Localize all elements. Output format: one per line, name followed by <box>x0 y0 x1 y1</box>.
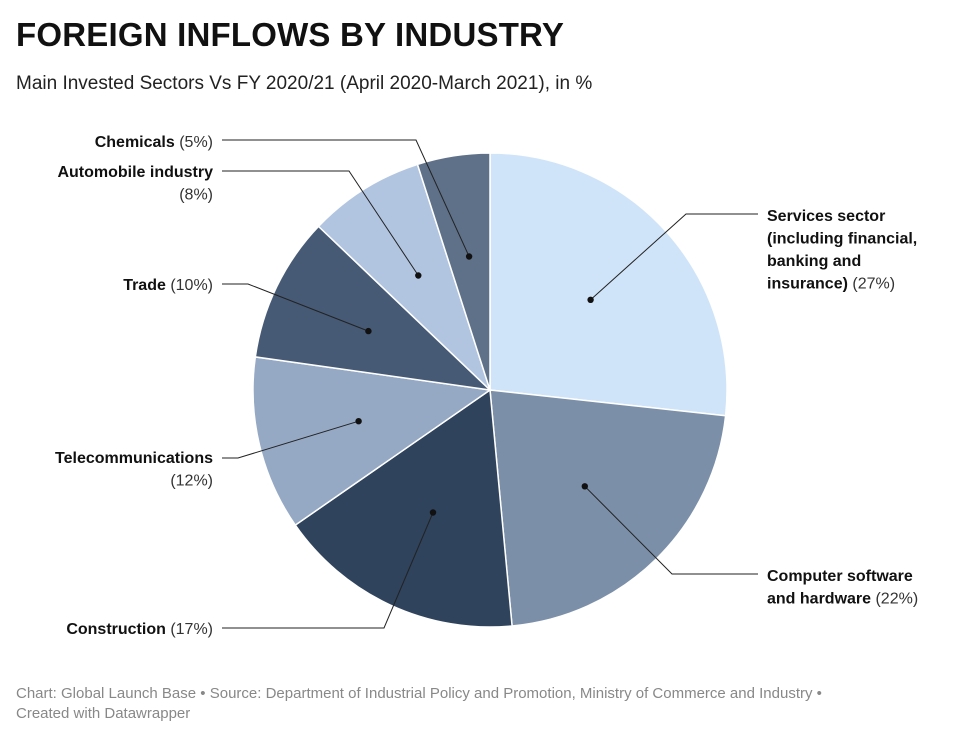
pie-slice-trade <box>254 225 493 392</box>
slice-label-chemicals: Chemicals (5%) <box>95 134 213 151</box>
pie-slice-services-sector-including-financial-banking-and-insurance <box>489 152 728 417</box>
leader-line-automobile-industry <box>222 170 419 276</box>
label-leaders <box>222 139 758 629</box>
leader-dot-telecommunications <box>355 418 362 425</box>
slice-label-telecommunications: Telecommunications (12%) <box>55 450 213 490</box>
pie-slice-chemicals <box>416 152 491 391</box>
pie-slice-construction <box>294 388 513 628</box>
slice-label-construction: Construction (17%) <box>66 621 213 638</box>
footer-separator: • <box>200 685 206 702</box>
chart-footer: Chart: Global Launch Base • Source: Depa… <box>16 684 966 724</box>
pie-slice-automobile-industry <box>317 163 491 391</box>
slice-label-automobile-industry: Automobile industry (8%) <box>57 164 213 204</box>
footer-separator: • <box>816 685 822 702</box>
footer-source: Source: Department of Industrial Policy … <box>209 685 813 702</box>
leader-dot-chemicals <box>465 253 473 260</box>
footer-created-with: Created with Datawrapper <box>16 705 191 722</box>
pie-slice-telecommunications <box>252 356 493 527</box>
slice-label-computer-software-and-hardware: Computer software and hardware (22%) <box>767 568 918 608</box>
pie-slices <box>252 152 728 628</box>
leader-line-telecommunications <box>222 420 359 459</box>
slice-label-services-sector-including-financial-banking-and-insurance: Services sector (including financial, bank… <box>767 208 917 293</box>
leader-dot-computer-software-and-hardware <box>581 483 588 490</box>
leader-dot-services-sector-including-financial-banking-and-insurance <box>587 296 594 303</box>
leader-line-services-sector-including-financial-banking-and-insurance <box>590 213 758 301</box>
leader-line-trade <box>222 283 369 332</box>
leader-dot-trade <box>365 327 372 335</box>
leader-line-construction <box>222 512 434 629</box>
leader-line-chemicals <box>222 139 470 257</box>
leader-dot-construction <box>429 509 437 516</box>
pie-slice-computer-software-and-hardware <box>489 389 727 627</box>
slice-label-trade: Trade (10%) <box>123 277 213 294</box>
leader-line-computer-software-and-hardware <box>584 485 758 575</box>
footer-chart-by: Chart: Global Launch Base <box>16 685 197 702</box>
chart-title: FOREIGN INFLOWS BY INDUSTRY <box>16 16 565 53</box>
leader-dot-automobile-industry <box>415 272 422 279</box>
slice-labels: Services sector (including financial, bank… <box>55 134 918 638</box>
chart-subtitle: Main Invested Sectors Vs FY 2020/21 (Apr… <box>16 73 593 94</box>
